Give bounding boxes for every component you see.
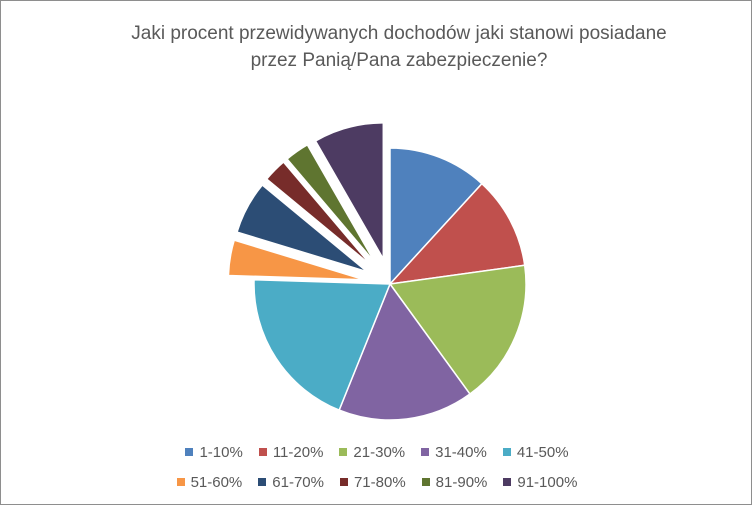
pie-slice-1-10pct	[389, 147, 483, 286]
legend-label: 81-90%	[435, 473, 488, 491]
pie-slice-21-30pct	[388, 264, 527, 396]
legend-item: 31-40%	[421, 444, 487, 461]
legend-swatch	[421, 448, 430, 456]
legend-swatch	[503, 478, 512, 486]
legend-item: 11-20%	[258, 443, 324, 461]
legend-swatch	[258, 478, 267, 486]
legend-swatch	[258, 448, 267, 456]
legend-swatch	[502, 448, 511, 456]
legend-label: 51-60%	[190, 473, 243, 491]
legend-item: 41-50%	[502, 443, 569, 461]
pie-slice-31-40pct	[338, 282, 471, 421]
chart-legend: 1-10% 11-20% 21-30% 31-40% 41-50% 51-60% 61-7…	[1, 441, 752, 501]
legend-swatch	[176, 478, 185, 486]
chart-title: Jaki procent przewidywanych dochodów jak…	[61, 20, 737, 74]
legend-row: 1-10% 11-20% 21-30% 31-40% 41-50%	[1, 441, 752, 463]
legend-swatch	[339, 478, 348, 486]
pie-slice-51-60pct	[227, 239, 365, 281]
legend-label: 31-40%	[435, 443, 487, 461]
legend-label: 41-50%	[516, 443, 569, 461]
legend-row: 51-60% 61-70% 71-80% 81-90% 91-100%	[1, 471, 752, 493]
pie-slice-11-20pct	[388, 182, 526, 286]
pie-slice-61-70pct	[236, 183, 368, 273]
legend-item: 61-70%	[258, 474, 324, 491]
legend-item: 91-100%	[503, 474, 577, 491]
legend-label: 11-20%	[272, 443, 324, 461]
legend-swatch	[421, 478, 430, 486]
legend-label: 21-30%	[353, 443, 406, 461]
legend-label: 1-10%	[199, 443, 243, 461]
legend-item: 1-10%	[185, 443, 243, 461]
chart-title-line-2: przez Panią/Pana zabezpieczenie?	[250, 50, 548, 71]
legend-label: 91-100%	[517, 473, 578, 491]
legend-swatch	[185, 448, 194, 456]
pie-slice-41-50pct	[253, 278, 392, 412]
legend-label: 61-70%	[272, 473, 324, 491]
legend-swatch	[339, 448, 348, 456]
legend-item: 71-80%	[339, 473, 406, 491]
legend-item: 81-90%	[421, 473, 488, 491]
legend-label: 71-80%	[353, 473, 406, 491]
pie-slice-91-100pct	[314, 122, 385, 262]
pie-slice-71-80pct	[265, 160, 373, 267]
pie-slice-81-90pct	[285, 143, 376, 264]
legend-item: 21-30%	[339, 444, 405, 461]
chart-title-line-1: Jaki procent przewidywanych dochodów jak…	[131, 23, 667, 44]
legend-item: 51-60%	[176, 473, 243, 491]
